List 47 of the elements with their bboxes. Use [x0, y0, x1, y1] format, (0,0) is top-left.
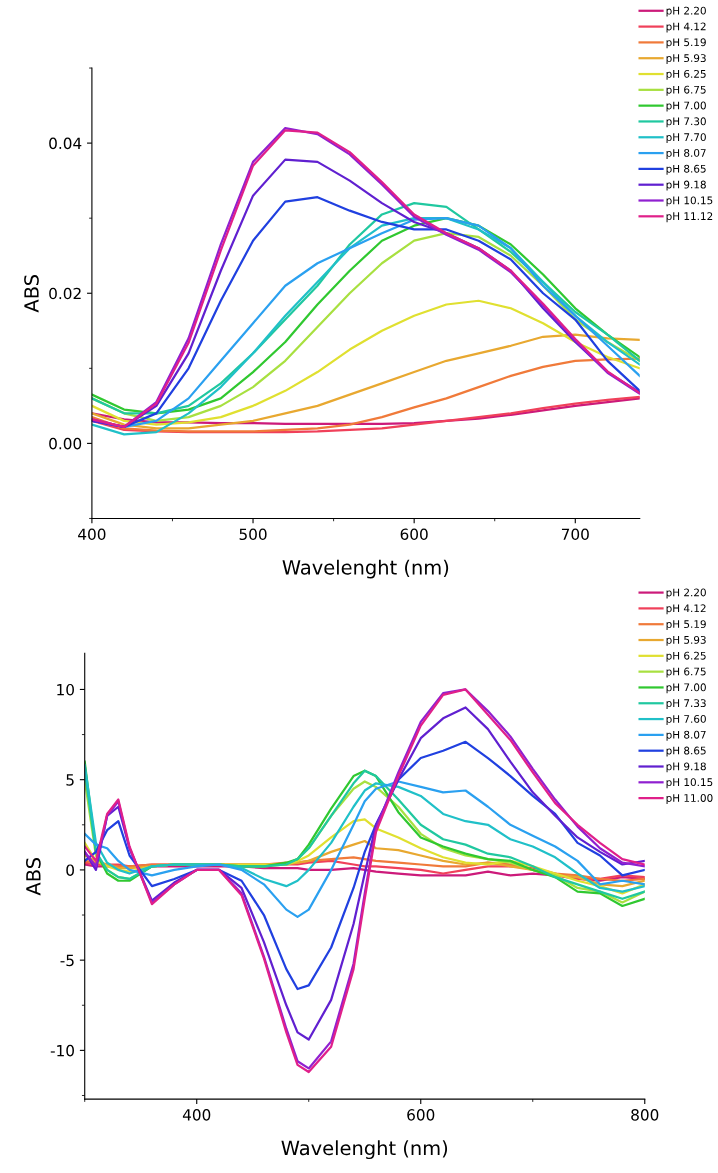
y-tick-label: 0.02 — [49, 287, 81, 300]
legend-label: pH 6.75 — [666, 667, 706, 678]
legend-label: pH 8.07 — [666, 730, 706, 741]
y-tick-label: -5 — [60, 954, 74, 967]
y-axis-title: ABS — [26, 857, 41, 896]
legend-label: pH 6.25 — [666, 651, 706, 662]
x-tick-label: 400 — [182, 1109, 211, 1121]
y-tick-label: 0 — [66, 864, 74, 876]
x-tick-label: 500 — [239, 528, 267, 541]
x-tick-label: 700 — [561, 528, 589, 541]
y-tick-label: 0.00 — [49, 437, 82, 450]
y-tick-label: 5 — [66, 774, 74, 786]
y-tick-label: -10 — [50, 1044, 74, 1057]
legend-label: pH 7.00 — [666, 101, 706, 112]
legend-label: pH 2.20 — [666, 6, 706, 17]
legend-label: pH 9.18 — [666, 762, 706, 773]
legend-label: pH 10.15 — [666, 778, 713, 789]
legend-label: pH 7.60 — [666, 714, 706, 725]
y-tick-label: 10 — [57, 683, 74, 696]
legend-label: pH 2.20 — [666, 588, 706, 599]
legend-label: pH 7.33 — [666, 699, 706, 710]
legend-label: pH 5.19 — [666, 38, 706, 49]
legend-label: pH 5.93 — [666, 54, 706, 65]
legend-label: pH 10.15 — [666, 196, 713, 207]
legend-label: pH 8.07 — [666, 148, 706, 159]
legend-label: pH 11.00 — [666, 794, 713, 804]
y-tick-label: 0.04 — [49, 137, 82, 150]
legend-label: pH 5.93 — [666, 635, 706, 646]
legend-label: pH 7.70 — [666, 133, 706, 144]
legend-label: pH 6.75 — [666, 85, 706, 96]
x-tick-label: 400 — [78, 528, 106, 541]
x-tick-label: 600 — [407, 1109, 435, 1121]
legend-label: pH 9.18 — [666, 180, 706, 191]
legend-label: pH 6.25 — [666, 69, 706, 80]
legend-label: pH 8.65 — [666, 164, 706, 175]
legend-label: pH 8.65 — [666, 746, 706, 757]
legend-label: pH 5.19 — [666, 620, 706, 631]
legend-label: pH 7.30 — [666, 117, 706, 128]
x-axis-title: Wavelenght (nm) — [282, 559, 449, 579]
legend-label: pH 4.12 — [666, 22, 706, 33]
legend-label: pH 4.12 — [666, 604, 706, 615]
x-axis-title: Wavelenght (nm) — [281, 1140, 448, 1160]
x-tick-label: 800 — [631, 1109, 659, 1121]
x-tick-label: 600 — [400, 528, 428, 541]
legend-label: pH 7.00 — [666, 683, 706, 694]
legend-label: pH 11.12 — [666, 212, 713, 223]
y-axis-title: ABS — [24, 275, 39, 313]
